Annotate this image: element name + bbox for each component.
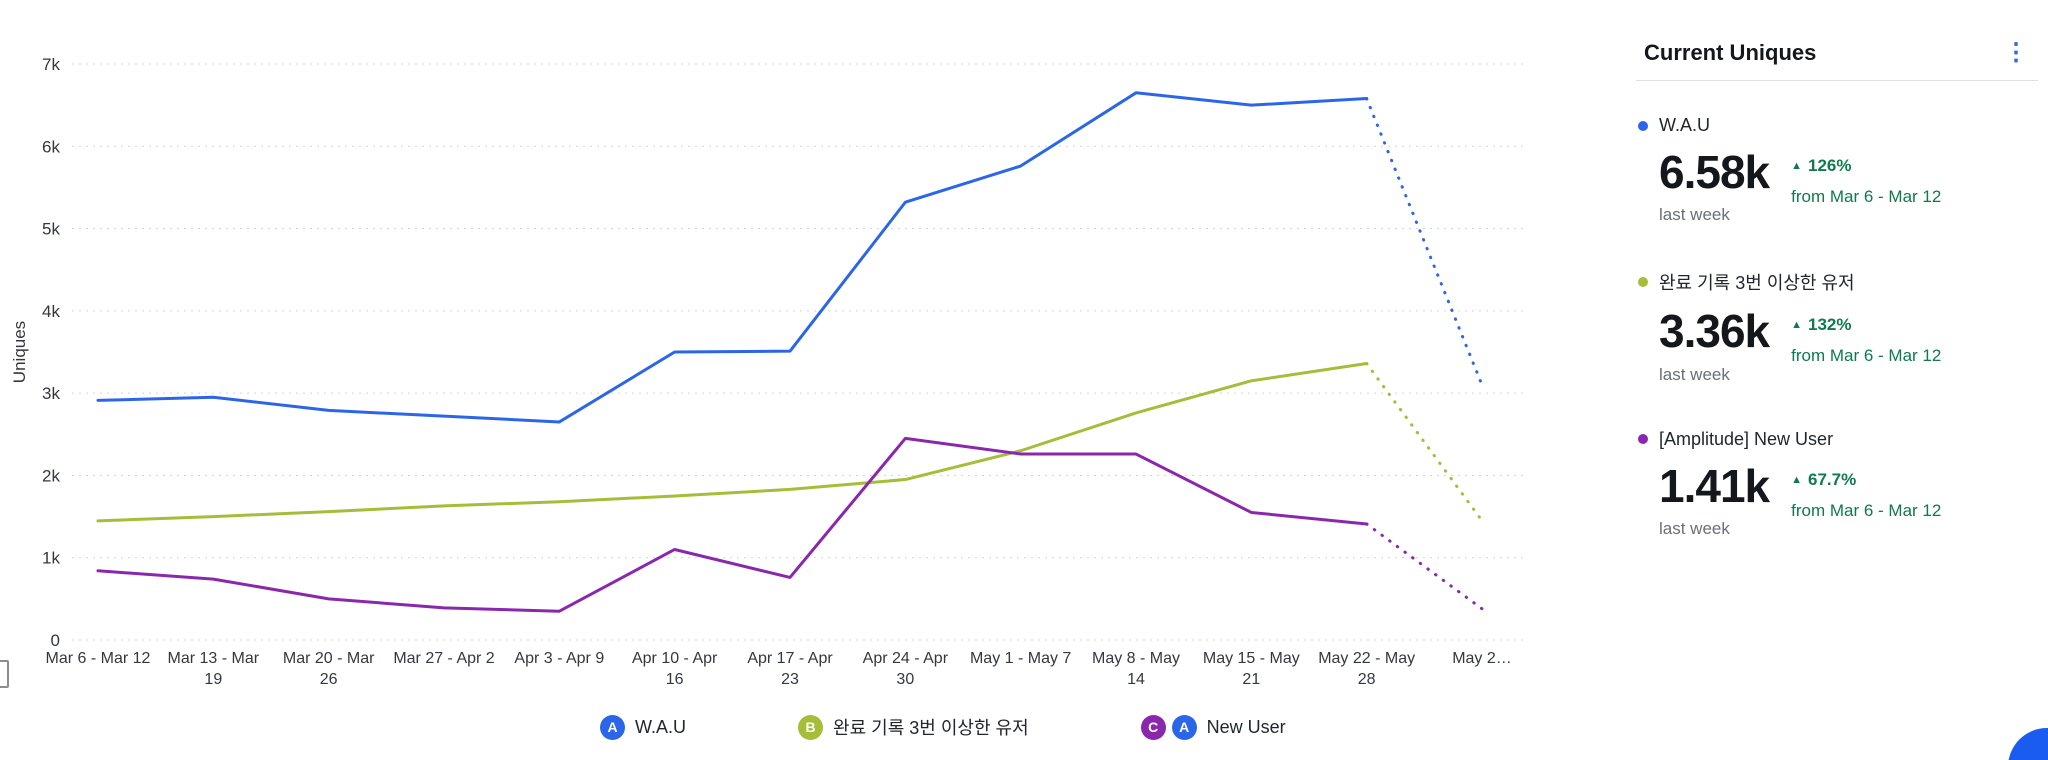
- series-dot-purple: [1638, 434, 1648, 445]
- series-line-1[interactable]: [96, 362, 1369, 523]
- y-tick-label: 5k: [42, 220, 60, 239]
- delta-compare: from Mar 6 - Mar 12: [1791, 500, 1942, 520]
- metric-delta: ▲ 67.7% from Mar 6 - Mar 12: [1791, 462, 1941, 521]
- chart-legend: A W.A.U B 완료 기록 3번 이상한 유저 C A New User: [600, 714, 1286, 740]
- y-tick-label: 7k: [42, 55, 60, 74]
- series-dot-green: [1638, 277, 1648, 288]
- legend-label-new-user: New User: [1206, 716, 1286, 737]
- delta-compare: from Mar 6 - Mar 12: [1791, 346, 1942, 366]
- legend-item-wau[interactable]: A W.A.U: [600, 714, 687, 740]
- delta-compare: from Mar 6 - Mar 12: [1791, 187, 1942, 206]
- x-tick-label: Mar 27 - Apr 2: [393, 650, 495, 667]
- metric-value: 1.41k: [1659, 459, 1770, 512]
- metric-wau: W.A.U 6.58k last week ▲ 126% from Mar 6 …: [1638, 115, 2038, 225]
- metric-body: 6.58k last week ▲ 126% from Mar 6 - Mar …: [1638, 148, 2038, 225]
- metric-period: last week: [1659, 518, 1730, 538]
- y-tick-label: 4k: [42, 302, 60, 321]
- metric-name: [Amplitude] New User: [1659, 428, 1834, 449]
- help-fab-button[interactable]: [2008, 728, 2048, 760]
- x-tick-label: May 2…: [1452, 650, 1512, 667]
- legend-item-completed-users[interactable]: B 완료 기록 3번 이상한 유저: [798, 714, 1029, 740]
- x-axis-labels: Mar 6 - Mar 12 Mar 13 - Mar 19 Mar 20 - Ma…: [0, 648, 1600, 704]
- legend-label-completed-users: 완료 기록 3번 이상한 유저: [833, 718, 1029, 738]
- panel-header: Current Uniques ⋮: [1636, 40, 2038, 66]
- metric-period: last week: [1659, 364, 1730, 384]
- x-tick-label: Apr 3 - Apr 9: [514, 650, 605, 667]
- y-tick-label: 6k: [42, 137, 60, 156]
- series-line-0-projected[interactable]: [1365, 97, 1484, 387]
- panel-title: Current Uniques: [1644, 40, 1817, 65]
- metric-delta: ▲ 132% from Mar 6 - Mar 12: [1791, 307, 1941, 366]
- delta-percent: 132%: [1808, 315, 1852, 335]
- series-dot-blue: [1638, 120, 1648, 131]
- metric-delta: ▲ 126% from Mar 6 - Mar 12: [1791, 148, 1941, 207]
- x-tick-label: Apr 17 - Apr 23: [747, 650, 833, 688]
- x-tick-label: Mar 20 - Mar 26: [282, 650, 375, 688]
- legend-label-wau: W.A.U: [635, 716, 687, 737]
- series-line-2-projected[interactable]: [1365, 522, 1484, 611]
- metric-body: 3.36k last week ▲ 132% from Mar 6 - Mar …: [1638, 307, 2038, 384]
- y-tick-label: 0: [51, 631, 60, 650]
- x-tick-label: Apr 10 - Apr 16: [631, 650, 718, 688]
- panel-divider: [1636, 80, 2038, 81]
- x-tick-label: Mar 6 - Mar 12: [45, 650, 151, 667]
- x-tick-label: Apr 24 - Apr 30: [862, 650, 949, 688]
- x-tick-label: May 15 - May 21: [1202, 650, 1300, 688]
- kebab-menu-icon[interactable]: ⋮: [2004, 39, 2028, 66]
- series-line-0[interactable]: [96, 91, 1369, 424]
- series-line-1-projected[interactable]: [1365, 362, 1484, 523]
- metric-name: 완료 기록 3번 이상한 유저: [1659, 273, 1855, 294]
- delta-percent: 126%: [1808, 156, 1852, 175]
- metric-name: W.A.U: [1659, 115, 1711, 135]
- metric-period: last week: [1659, 205, 1730, 225]
- x-tick-label: May 22 - May 28: [1318, 650, 1416, 688]
- y-tick-label: 1k: [42, 549, 60, 568]
- amplitude-logo-icon: A: [1171, 714, 1197, 740]
- x-tick-label: Mar 13 - Mar 19: [167, 650, 260, 688]
- delta-up-icon: ▲: [1791, 160, 1803, 172]
- series-c-badge: C: [1140, 714, 1166, 740]
- chart-canvas: 0 1k 2k 3k 4k 5k 6k 7k: [42, 55, 1524, 650]
- series-a-badge: A: [600, 714, 625, 740]
- metric-completed-users: 완료 기록 3번 이상한 유저 3.36k last week ▲ 132% f…: [1638, 269, 2038, 384]
- metric-head: W.A.U: [1638, 115, 2038, 136]
- y-tick-label: 3k: [42, 384, 60, 403]
- metric-head: [Amplitude] New User: [1638, 429, 2038, 450]
- metric-head: 완료 기록 3번 이상한 유저: [1638, 269, 2038, 295]
- metrics-list: W.A.U 6.58k last week ▲ 126% from Mar 6 …: [1636, 115, 2038, 539]
- delta-up-icon: ▲: [1791, 319, 1803, 332]
- x-tick-label: May 1 - May 7: [969, 650, 1072, 667]
- y-tick-label: 2k: [42, 466, 60, 485]
- series-line-2[interactable]: [96, 436, 1369, 613]
- metric-value: 6.58k: [1659, 146, 1770, 198]
- series-b-badge: B: [798, 714, 824, 740]
- delta-percent: 67.7%: [1808, 469, 1857, 489]
- legend-item-new-user[interactable]: C A New User: [1140, 714, 1286, 740]
- y-axis-title: Uniques: [10, 320, 29, 384]
- x-tick-label: May 8 - May 14: [1091, 650, 1180, 688]
- metric-value: 3.36k: [1659, 305, 1770, 358]
- current-uniques-panel: Current Uniques ⋮ W.A.U 6.58k last week: [1636, 40, 2038, 583]
- metric-new-user: [Amplitude] New User 1.41k last week ▲ 6…: [1638, 429, 2038, 539]
- edge-partial-control[interactable]: [0, 660, 9, 688]
- metric-body: 1.41k last week ▲ 67.7% from Mar 6 - Mar…: [1638, 459, 2038, 539]
- delta-up-icon: ▲: [1791, 473, 1803, 486]
- line-chart: 0 1k 2k 3k 4k 5k 6k 7k Uniques Mar 6 - Mar 12 Ma…: [0, 55, 1600, 740]
